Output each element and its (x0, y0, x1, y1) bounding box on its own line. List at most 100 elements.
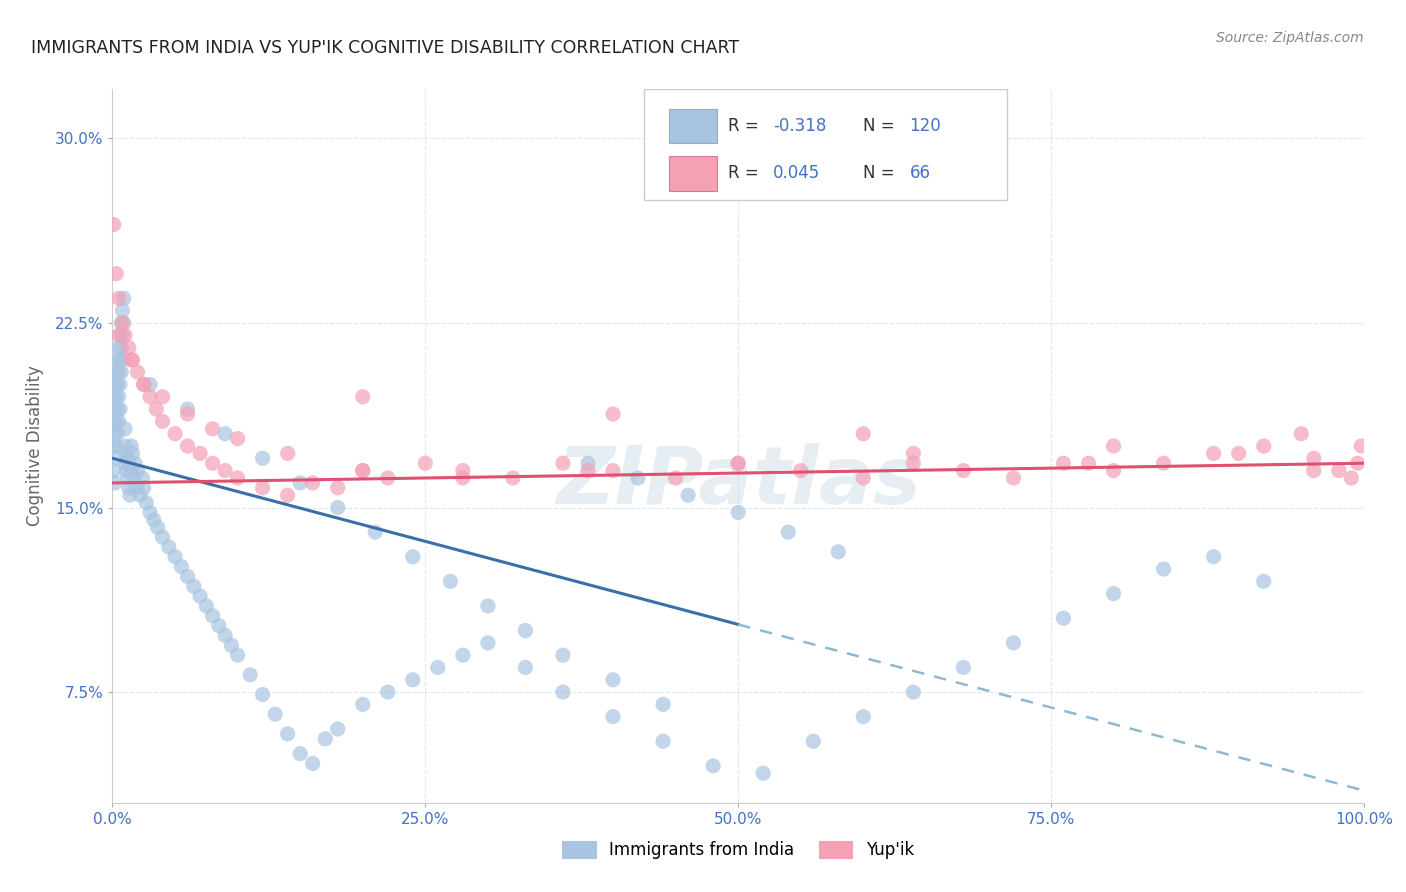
Point (1340, 471, 1362, 485)
Point (451, 648, 474, 662)
Point (107, 341, 129, 355)
Point (111, 352, 134, 367)
Point (145, 402, 167, 417)
Point (107, 365, 129, 379)
Point (117, 451, 139, 466)
Point (852, 426, 875, 441)
Point (125, 481, 148, 495)
Point (103, 218, 125, 232)
Point (142, 513, 165, 527)
Point (1153, 456, 1175, 470)
Point (188, 446, 211, 460)
Point (277, 727, 299, 741)
Point (1102, 587, 1125, 601)
Point (114, 328, 136, 343)
Text: N =: N = (863, 164, 900, 183)
Point (226, 648, 249, 662)
Point (1102, 439, 1125, 453)
Point (112, 291, 135, 305)
Text: IMMIGRANTS FROM INDIA VS YUP'IK COGNITIVE DISABILITY CORRELATION CHART: IMMIGRANTS FROM INDIA VS YUP'IK COGNITIV… (31, 39, 740, 57)
Point (676, 488, 699, 502)
Point (107, 414, 129, 428)
Point (118, 488, 141, 502)
Point (152, 530, 174, 544)
Point (103, 414, 125, 428)
Point (252, 451, 274, 466)
Point (477, 636, 499, 650)
Point (1102, 464, 1125, 478)
Point (163, 549, 186, 564)
Point (129, 488, 152, 502)
Point (451, 471, 474, 485)
Point (121, 352, 143, 367)
Point (1350, 439, 1372, 453)
Point (1253, 574, 1275, 589)
Point (515, 660, 537, 674)
Point (131, 471, 153, 485)
Point (105, 439, 128, 453)
Point (152, 414, 174, 428)
Point (727, 456, 749, 470)
Point (132, 377, 155, 392)
Point (301, 475, 323, 490)
Point (107, 426, 129, 441)
Point (239, 668, 262, 682)
Point (752, 766, 775, 780)
Point (352, 390, 374, 404)
Point (727, 505, 749, 519)
Point (108, 352, 131, 367)
Point (139, 505, 162, 519)
Point (201, 608, 224, 623)
Point (1002, 636, 1025, 650)
Point (402, 549, 425, 564)
Point (551, 456, 574, 470)
Point (1302, 464, 1324, 478)
Point (108, 377, 131, 392)
Point (551, 648, 574, 662)
Point (176, 569, 198, 583)
Point (110, 365, 132, 379)
Point (176, 402, 198, 417)
Point (290, 475, 312, 490)
Point (132, 481, 155, 495)
Point (117, 471, 139, 485)
Text: -0.318: -0.318 (773, 117, 827, 135)
Point (827, 545, 849, 559)
Point (112, 316, 135, 330)
Point (188, 589, 211, 603)
Point (439, 574, 461, 589)
Point (146, 520, 169, 534)
Point (226, 432, 249, 446)
Text: N =: N = (863, 117, 900, 135)
Point (170, 559, 193, 574)
Point (103, 390, 125, 404)
Point (277, 488, 299, 502)
Point (903, 456, 925, 470)
Point (326, 500, 349, 515)
Point (451, 464, 474, 478)
Point (107, 402, 129, 417)
Point (195, 599, 218, 613)
Point (602, 709, 624, 723)
Point (652, 734, 675, 748)
Point (104, 475, 127, 490)
Point (124, 456, 146, 470)
Point (121, 446, 143, 460)
Point (252, 481, 274, 495)
Text: Source: ZipAtlas.com: Source: ZipAtlas.com (1216, 31, 1364, 45)
Bar (669, 156, 717, 191)
Text: 66: 66 (910, 164, 931, 183)
Point (1347, 456, 1369, 470)
Point (352, 464, 374, 478)
Point (157, 540, 180, 554)
Point (352, 698, 374, 712)
Point (264, 707, 287, 722)
Text: R =: R = (728, 164, 763, 183)
Text: ZIPatlas: ZIPatlas (555, 442, 921, 521)
Point (664, 471, 686, 485)
Point (104, 451, 127, 466)
Point (702, 759, 724, 773)
Point (1052, 611, 1074, 625)
Point (201, 422, 224, 436)
Point (107, 377, 129, 392)
